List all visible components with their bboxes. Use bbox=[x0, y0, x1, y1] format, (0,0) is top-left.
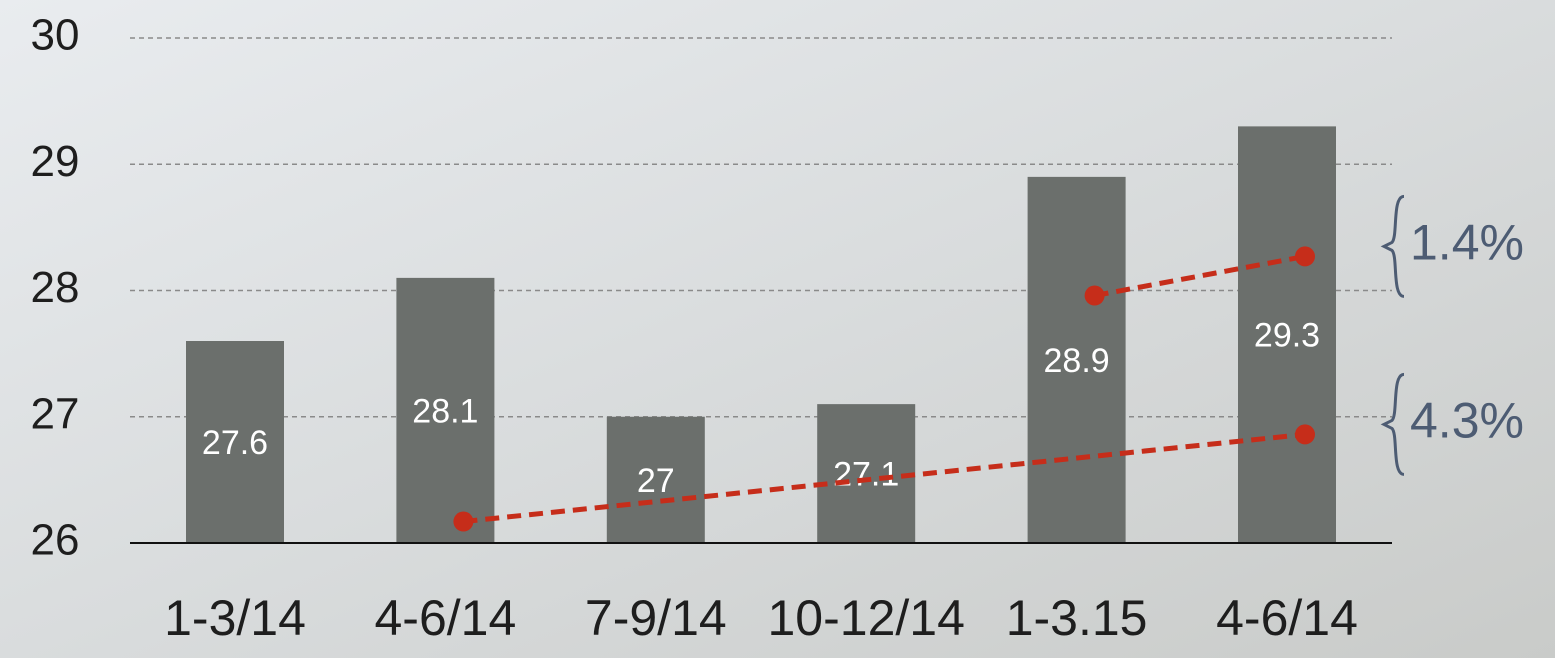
y-tick-label: 28 bbox=[31, 263, 80, 312]
brace bbox=[1380, 194, 1405, 298]
trend-point bbox=[1084, 285, 1105, 306]
trend-point bbox=[453, 511, 474, 532]
bar bbox=[817, 404, 916, 543]
x-tick-label: 1-3/14 bbox=[164, 590, 306, 646]
value-label: 27 bbox=[637, 462, 675, 500]
change-label: 4.3% bbox=[1410, 393, 1524, 449]
x-tick-label: 7-9/14 bbox=[585, 590, 727, 646]
bar bbox=[1027, 176, 1126, 543]
brace bbox=[1380, 372, 1405, 476]
y-tick-label: 29 bbox=[31, 137, 80, 186]
value-label: 28.9 bbox=[1044, 342, 1110, 380]
bar bbox=[396, 277, 495, 543]
trend-point bbox=[1295, 246, 1315, 267]
value-label: 28.1 bbox=[412, 392, 478, 430]
x-tick-label: 10-12/14 bbox=[768, 590, 965, 646]
trend-point bbox=[1295, 424, 1315, 445]
x-tick-label: 4-6/14 bbox=[1216, 590, 1358, 646]
bar bbox=[186, 341, 284, 543]
value-label: 29.3 bbox=[1254, 317, 1320, 355]
trend-line bbox=[463, 431, 1306, 525]
y-tick-label: 26 bbox=[31, 516, 80, 565]
trend-line bbox=[1094, 253, 1306, 299]
y-tick-label: 30 bbox=[31, 11, 80, 60]
value-label: 27.6 bbox=[202, 424, 268, 462]
change-label: 1.4% bbox=[1410, 215, 1524, 271]
value-label: 27.1 bbox=[833, 456, 899, 494]
x-tick-label: 4-6/14 bbox=[375, 590, 517, 646]
bar bbox=[1238, 126, 1336, 543]
bar bbox=[606, 416, 705, 543]
y-tick-label: 27 bbox=[31, 389, 80, 438]
x-tick-label: 1-3.15 bbox=[1006, 590, 1148, 646]
